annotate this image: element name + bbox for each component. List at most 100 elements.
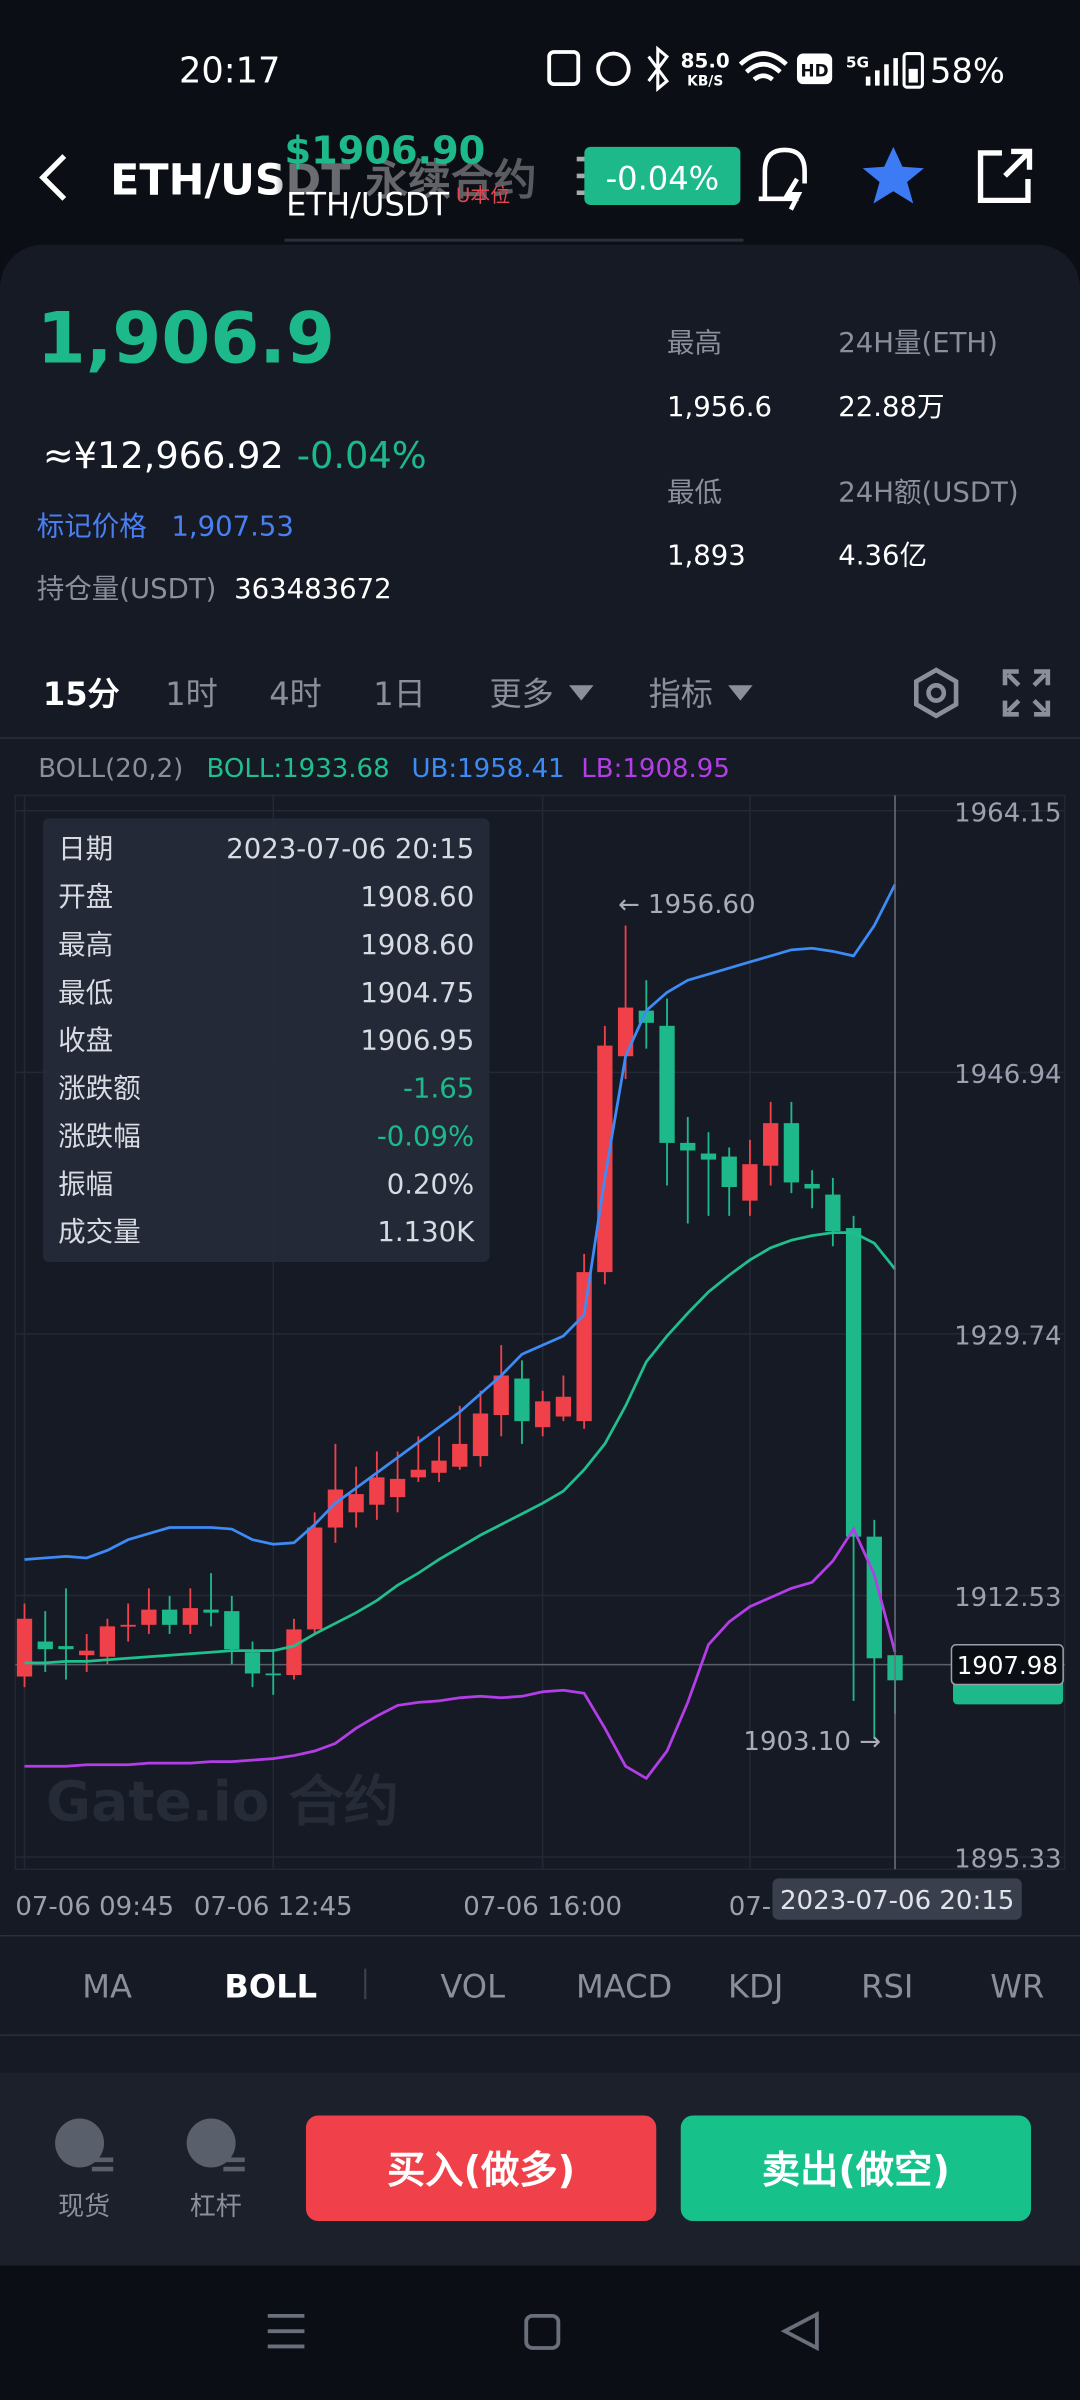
signal-icon [865, 58, 898, 86]
battery-text: 58% [930, 52, 1005, 91]
mark-value: 1,907.53 [171, 510, 294, 542]
candle-body [535, 1401, 551, 1428]
indicator-tab[interactable]: MA [82, 1968, 132, 2006]
indicator-tab[interactable]: RSI [861, 1968, 913, 2006]
indicator-tab[interactable]: MACD [576, 1968, 672, 2006]
tooltip-box [42, 818, 490, 1262]
tooltip-label: 最高 [58, 929, 113, 961]
indicator-lb: LB:1908.95 [581, 754, 730, 784]
candle-body [224, 1611, 240, 1650]
buy-label[interactable]: 买入(做多) [387, 2149, 575, 2193]
fullscreen-icon[interactable] [1002, 669, 1051, 717]
tooltip-value: 1908.60 [360, 881, 474, 913]
y-tick-label: 1964.15 [954, 798, 1062, 828]
title-fade [275, 137, 582, 215]
interval-tab[interactable]: 15分 [43, 675, 120, 713]
overlay-pair: ETH/USDT [286, 186, 449, 224]
alert-bolt [783, 177, 803, 211]
candle-body [120, 1624, 136, 1627]
candle-body [617, 1007, 634, 1057]
y-tick-label: 1895.33 [954, 1845, 1062, 1875]
settings-icon[interactable] [913, 667, 959, 719]
tooltip-value: 1.130K [377, 1216, 475, 1248]
nav-back[interactable] [780, 2311, 819, 2352]
tooltip-value: 0.20% [387, 1168, 474, 1200]
interval-tab[interactable]: 指标 [649, 675, 713, 713]
spot-icon[interactable] [55, 2118, 105, 2168]
candle-body [79, 1650, 95, 1656]
high-note: ← 1956.60 [618, 890, 756, 920]
buy-button[interactable] [305, 2115, 657, 2222]
mark-label: 标记价格 [37, 510, 147, 542]
interval-tab[interactable]: 更多 [490, 675, 554, 713]
tooltip-value: -1.65 [403, 1073, 474, 1105]
bluetooth-icon [647, 45, 670, 92]
candle-body [721, 1156, 737, 1187]
tooltip-label: 涨跌幅 [58, 1120, 141, 1152]
sell-button[interactable] [680, 2115, 1032, 2222]
tooltip-value: 2023-07-06 20:15 [226, 833, 474, 865]
candle-body [141, 1609, 157, 1625]
signal-type: 5G [846, 53, 869, 71]
margin-icon[interactable] [186, 2118, 236, 2168]
candle-body [493, 1375, 509, 1416]
stat-value: 1,956.6 [667, 391, 772, 423]
indicator-tab[interactable]: KDJ [728, 1968, 783, 2006]
stat-value: 1,893 [667, 539, 746, 571]
interval-tab[interactable]: 1日 [373, 675, 426, 713]
candle-body [286, 1629, 302, 1675]
y-tick-label: 1946.94 [954, 1060, 1062, 1090]
tooltip-value: 1906.95 [360, 1025, 474, 1057]
interval-tab[interactable]: 1时 [165, 675, 218, 713]
tooltip-value: 1904.75 [360, 977, 474, 1009]
oi-label: 持仓量(USDT) [37, 573, 217, 605]
spot-label[interactable]: 现货 [58, 2192, 110, 2222]
battery-icon [902, 52, 924, 89]
candle-body [700, 1153, 717, 1160]
sell-label[interactable]: 卖出(做空) [762, 2149, 950, 2193]
share-icon[interactable] [977, 148, 1033, 204]
cny-price: ≈¥12,966.92 [43, 434, 284, 477]
overlay-underline [284, 238, 744, 242]
wifi-icon [738, 51, 788, 82]
tooltip-value: 1908.60 [360, 929, 474, 961]
margin-label[interactable]: 杠杆 [190, 2192, 242, 2222]
spot-icon-lines [88, 2157, 114, 2172]
stat-label: 最高 [667, 327, 722, 359]
alert-icon[interactable] [758, 147, 807, 202]
indicator-tab[interactable]: WR [990, 1968, 1044, 2006]
hd-text: HD [801, 60, 829, 80]
back-button[interactable] [39, 154, 67, 201]
divider [0, 2034, 1080, 2036]
candle-body [307, 1527, 323, 1630]
nfc-icon [547, 50, 581, 87]
clock: 20:17 [179, 51, 280, 92]
candle-body [742, 1164, 758, 1201]
price-tag-label: 1907.98 [957, 1651, 1058, 1680]
net-unit: KB/S [687, 74, 723, 90]
divider [0, 1934, 1080, 1937]
x-tick-label: 07- [729, 1892, 771, 1922]
favorite-star[interactable] [862, 146, 924, 204]
stat-value: 22.88万 [838, 391, 944, 423]
nav-menu[interactable] [267, 2313, 305, 2349]
candle-body [514, 1378, 530, 1422]
x-tick-label: 07-06 09:45 [15, 1892, 174, 1922]
candle-body [203, 1609, 219, 1613]
oi-value: 363483672 [234, 573, 392, 605]
indicator-ub: UB:1958.41 [412, 754, 565, 784]
candle-body [576, 1272, 592, 1422]
x-tick-label: 07-06 12:45 [194, 1892, 353, 1922]
indicator-tab[interactable]: VOL [440, 1968, 505, 2006]
dropdown-arrow [728, 685, 753, 701]
tooltip-label: 收盘 [58, 1025, 113, 1057]
candle-body [555, 1396, 572, 1417]
candle-body [783, 1123, 800, 1183]
interval-tab[interactable]: 4时 [269, 675, 322, 713]
candle-body [99, 1626, 116, 1657]
nav-home[interactable] [524, 2313, 561, 2350]
boll-ub [24, 883, 897, 1561]
indicator-tab[interactable]: BOLL [224, 1968, 317, 2006]
